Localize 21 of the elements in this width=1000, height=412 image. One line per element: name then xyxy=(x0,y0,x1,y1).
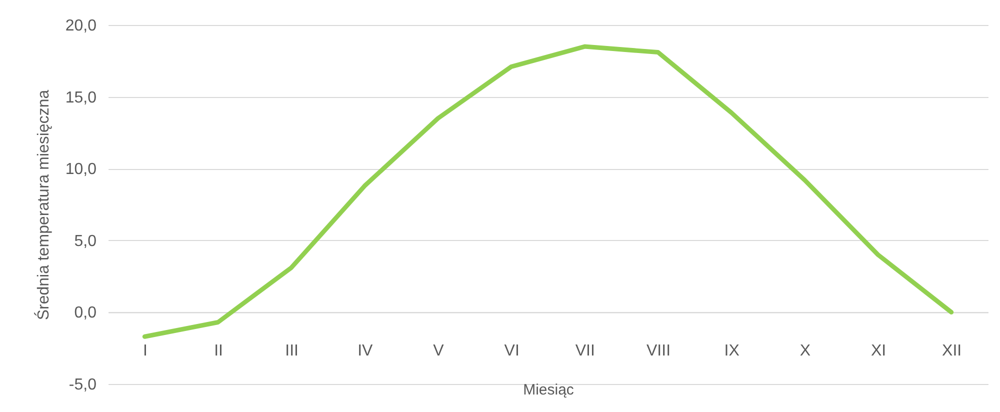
x-tick-label: X xyxy=(800,342,811,360)
x-axis-title: Miesiąc xyxy=(523,382,574,399)
x-tick-label: IV xyxy=(358,342,374,360)
y-axis-title: Średnia temperatura miesięczna xyxy=(33,90,52,320)
x-tick-label: VIII xyxy=(646,342,671,360)
x-tick-label: V xyxy=(433,342,444,360)
x-tick-label: XI xyxy=(870,342,886,360)
y-tick-label: 10,0 xyxy=(65,161,97,178)
x-tick-label: III xyxy=(285,342,299,360)
x-tick-label: VII xyxy=(575,342,595,360)
y-tick-label: 20,0 xyxy=(65,18,97,34)
x-tick-label: II xyxy=(214,342,223,360)
y-tick-label: 15,0 xyxy=(65,89,97,106)
y-tick-label: 5,0 xyxy=(74,232,97,250)
x-tick-label: IX xyxy=(724,342,740,360)
line-series xyxy=(142,44,954,339)
x-tick-label: XII xyxy=(942,342,962,360)
x-tick-label: I xyxy=(142,342,148,360)
y-tick-label: -5,0 xyxy=(68,376,97,394)
x-tick-label: VI xyxy=(504,342,520,360)
y-tick-label: 0,0 xyxy=(74,304,97,322)
